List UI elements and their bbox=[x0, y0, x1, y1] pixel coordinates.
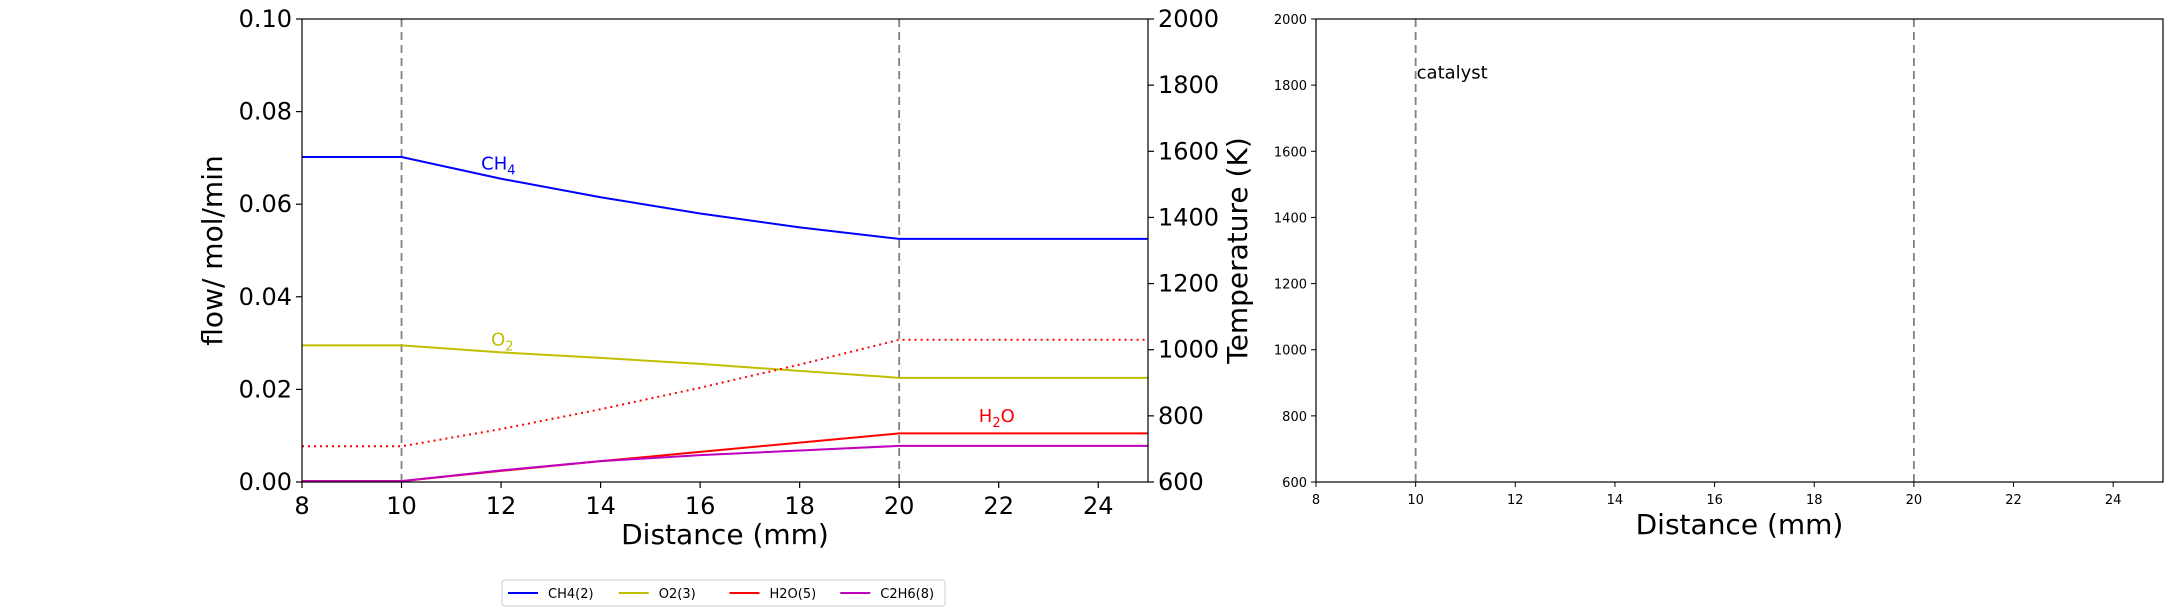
temperature-y-ticks: 600 800 1000 1200 1400 1600 1800 2000 bbox=[1148, 5, 1219, 496]
flow-series bbox=[302, 155, 1148, 483]
temperature-y-axis-label: Temperature (K) bbox=[1221, 137, 1254, 364]
y-right-tick-label: 800 bbox=[1158, 402, 1204, 430]
y-tick-label: 0.08 bbox=[239, 98, 292, 126]
legend-label: C2H6(8) bbox=[880, 587, 934, 602]
y-right-tick-label: 1800 bbox=[1158, 71, 1219, 99]
x-tick-label: 16 bbox=[685, 492, 716, 520]
y-tick-label: 0.06 bbox=[239, 190, 292, 218]
y-tick-label: 0.00 bbox=[239, 468, 292, 496]
y-tick-label: 0.04 bbox=[239, 283, 292, 311]
y-tick-label: 0.10 bbox=[239, 5, 292, 33]
temperature-y-ticks-right-chart: 600 800 1000 1200 1400 1600 1800 2000 bbox=[1274, 13, 1316, 491]
catalyst-label: catalyst bbox=[1417, 63, 1488, 84]
legend-label: CH4(2) bbox=[548, 587, 594, 602]
flow-chart: 8 10 12 14 16 18 20 22 24 0.000.020.040.060.080.… bbox=[196, 5, 1254, 551]
temperature-chart-frame bbox=[1315, 18, 2164, 483]
flow-y-ticks: 0.00 0.02 0.04 0.06 0.08 0.10 bbox=[239, 5, 302, 496]
y-tick-label: 0.02 bbox=[239, 375, 292, 403]
x-tick-label: 8 bbox=[1312, 493, 1320, 508]
flow-x-axis-label: Distance (mm) bbox=[621, 518, 829, 551]
species-annotations: CH4 O2 H2O bbox=[481, 153, 1015, 430]
y-right-tick-label: 2000 bbox=[1158, 5, 1219, 33]
catalyst-boundary-lines-right bbox=[1414, 19, 1915, 482]
flow-x-ticks: 8 10 12 14 16 18 20 22 24 bbox=[294, 482, 1114, 520]
temperature-x-axis-label: Distance (mm) bbox=[1636, 508, 1844, 541]
y-tick-label: 1400 bbox=[1274, 211, 1307, 226]
x-tick-label: 12 bbox=[1507, 493, 1524, 508]
x-tick-label: 22 bbox=[983, 492, 1014, 520]
species-label: CH4 bbox=[481, 153, 515, 178]
y-tick-label: 600 bbox=[1282, 476, 1307, 491]
legend: CH4(2) O2(3) H2O(5) C2H6(8) bbox=[501, 579, 946, 607]
y-tick-label: 2000 bbox=[1274, 13, 1307, 28]
y-tick-label: 1000 bbox=[1274, 344, 1307, 359]
x-tick-label: 10 bbox=[1407, 493, 1424, 508]
x-tick-label: 10 bbox=[386, 492, 417, 520]
species-label: H2O bbox=[979, 406, 1015, 431]
x-tick-label: 22 bbox=[2005, 493, 2022, 508]
series-line bbox=[302, 338, 1148, 448]
series-line bbox=[302, 344, 1148, 379]
y-right-tick-label: 1600 bbox=[1158, 137, 1219, 165]
y-right-tick-label: 600 bbox=[1158, 468, 1204, 496]
catalyst-boundary-lines bbox=[400, 19, 901, 482]
legend-box bbox=[501, 579, 946, 607]
x-tick-label: 20 bbox=[1906, 493, 1923, 508]
flow-y-axis-label: flow/ mol/min bbox=[196, 155, 229, 345]
x-tick-label: 24 bbox=[2105, 493, 2122, 508]
legend-label: H2O(5) bbox=[770, 587, 817, 602]
x-tick-label: 18 bbox=[1806, 493, 1823, 508]
y-tick-label: 800 bbox=[1282, 410, 1307, 425]
species-label: O2 bbox=[491, 329, 513, 354]
flow-chart-frame bbox=[301, 18, 1149, 483]
x-tick-label: 24 bbox=[1083, 492, 1114, 520]
x-tick-label: 20 bbox=[884, 492, 915, 520]
y-tick-label: 1200 bbox=[1274, 278, 1307, 293]
x-tick-label: 8 bbox=[294, 492, 309, 520]
temperature-chart: 8 10 12 14 16 18 20 22 24 600 800 1000 1200 1400 1600… bbox=[1274, 13, 2164, 541]
temperature-x-ticks: 8 10 12 14 16 18 20 22 24 bbox=[1312, 482, 2122, 508]
legend-label: O2(3) bbox=[659, 587, 696, 602]
x-tick-label: 12 bbox=[486, 492, 517, 520]
series-line bbox=[302, 444, 1148, 483]
x-tick-label: 18 bbox=[784, 492, 815, 520]
y-right-tick-label: 1400 bbox=[1158, 203, 1219, 231]
x-tick-label: 16 bbox=[1706, 493, 1723, 508]
series-line bbox=[302, 432, 1148, 483]
y-tick-label: 1800 bbox=[1274, 79, 1307, 94]
series-line bbox=[302, 155, 1148, 240]
y-tick-label: 1600 bbox=[1274, 145, 1307, 160]
y-right-tick-label: 1000 bbox=[1158, 336, 1219, 364]
x-tick-label: 14 bbox=[1607, 493, 1624, 508]
x-tick-label: 14 bbox=[585, 492, 616, 520]
y-right-tick-label: 1200 bbox=[1158, 270, 1219, 298]
